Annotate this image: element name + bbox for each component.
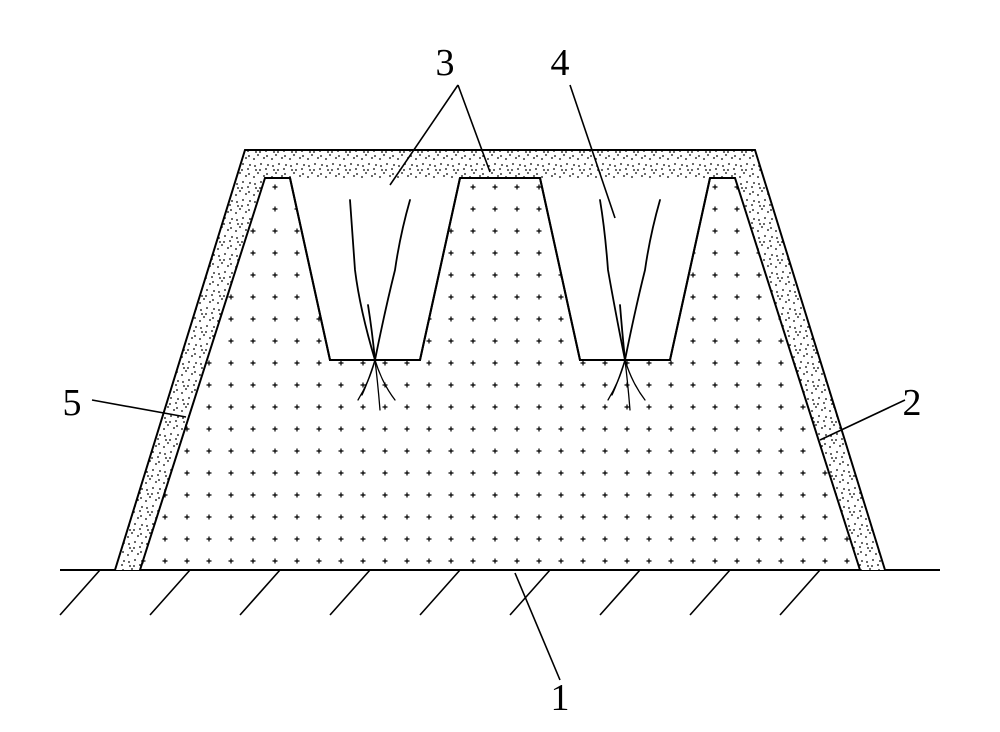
ground-hatch xyxy=(780,570,820,615)
ground-hatch xyxy=(240,570,280,615)
ground-hatch xyxy=(600,570,640,615)
label-line-1 xyxy=(515,573,560,680)
ground-hatch xyxy=(60,570,100,615)
ground-hatch xyxy=(420,570,460,615)
ground-hatch xyxy=(690,570,730,615)
label-1: 1 xyxy=(551,677,570,719)
label-5: 5 xyxy=(63,382,82,424)
ground-hatch xyxy=(330,570,370,615)
label-2: 2 xyxy=(903,382,922,424)
inner-region-2 xyxy=(140,178,860,570)
label-3: 3 xyxy=(436,42,455,84)
label-4: 4 xyxy=(551,42,570,84)
ground-hatch xyxy=(150,570,190,615)
